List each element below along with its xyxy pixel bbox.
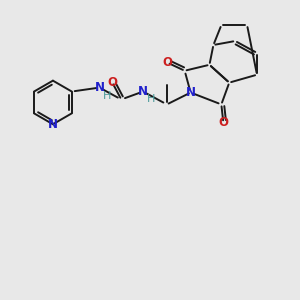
Text: O: O (218, 116, 228, 129)
Text: O: O (163, 56, 173, 69)
Text: N: N (186, 86, 196, 99)
Text: H: H (103, 91, 112, 100)
Text: N: N (94, 81, 104, 94)
Text: O: O (107, 76, 117, 89)
Text: N: N (138, 85, 148, 98)
Text: N: N (48, 118, 58, 131)
Text: H: H (147, 94, 155, 104)
